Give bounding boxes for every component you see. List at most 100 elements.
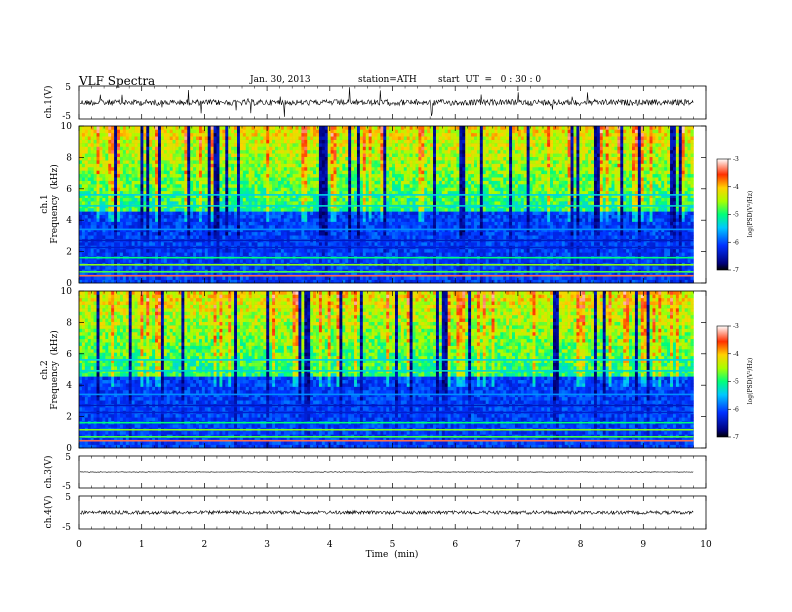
- spectrogram-cell: [184, 194, 188, 198]
- spectrogram-cell: [307, 248, 311, 253]
- spectrogram-cell: [163, 197, 168, 202]
- spectrogram-cell: [172, 160, 176, 164]
- spectrogram-cell: [269, 194, 273, 198]
- spectrogram-cell: [368, 252, 372, 256]
- spectrogram-cell: [166, 248, 171, 253]
- spectrogram-cell: [307, 259, 311, 263]
- spectrogram-cell: [114, 231, 118, 236]
- spectrogram-cell: [316, 173, 320, 178]
- spectrogram-cell: [166, 166, 171, 171]
- spectrogram-cell: [359, 207, 364, 212]
- spectrogram-cell: [105, 272, 109, 277]
- spectrogram-cell: [248, 126, 252, 130]
- spectrogram-cell: [196, 153, 200, 158]
- spectrogram-cell: [280, 153, 285, 158]
- spectrogram-cell: [187, 218, 191, 222]
- spectrogram-cell: [210, 160, 214, 164]
- spectrogram-cell: [219, 177, 223, 181]
- spectrogram-cell: [178, 218, 182, 222]
- spectrogram-cell: [348, 184, 352, 188]
- spectrogram-cell: [327, 214, 331, 219]
- spectrogram-cell: [178, 242, 182, 246]
- spectrogram-cell: [207, 170, 211, 175]
- spectrogram-cell: [289, 218, 293, 222]
- spectrogram-cell: [280, 252, 285, 256]
- spectrogram-cell: [307, 276, 311, 280]
- spectrogram-cell: [158, 197, 162, 202]
- spectrogram-cell: [137, 235, 141, 239]
- spectrogram-cell: [380, 194, 384, 198]
- spectrogram-cell: [125, 276, 130, 280]
- spectrogram-cell: [228, 163, 232, 168]
- spectrogram-cell: [149, 248, 153, 253]
- spectrogram-cell: [96, 211, 100, 216]
- spectrogram-cell: [137, 153, 141, 158]
- spectrogram-cell: [181, 221, 185, 226]
- spectrogram-cell: [137, 184, 141, 188]
- spectrogram-cell: [269, 139, 273, 144]
- spectrogram-cell: [231, 242, 235, 246]
- spectrogram-cell: [181, 201, 185, 205]
- spectrogram-cell: [295, 177, 299, 181]
- spectrogram-cell: [207, 136, 211, 140]
- spectrogram-cell: [119, 207, 124, 212]
- spectrogram-cell: [143, 177, 147, 181]
- spectrogram-cell: [377, 242, 381, 246]
- spectrogram-cell: [231, 173, 235, 178]
- spectrogram-cell: [354, 132, 358, 137]
- spectrogram-cell: [356, 163, 361, 168]
- spectrogram-cell: [105, 136, 109, 140]
- spectrogram-cell: [359, 136, 364, 140]
- spectrogram-cell: [108, 149, 112, 154]
- spectrogram-cell: [266, 146, 270, 151]
- spectrogram-cell: [351, 153, 355, 158]
- spectrogram-cell: [187, 214, 191, 219]
- spectrogram-cell: [146, 173, 150, 178]
- spectrogram-cell: [216, 248, 220, 253]
- spectrogram-cell: [283, 201, 288, 205]
- spectrogram-cell: [263, 276, 267, 280]
- spectrogram-cell: [345, 177, 349, 181]
- spectrogram-cell: [307, 242, 311, 246]
- spectrogram-cell: [228, 211, 232, 216]
- spectrogram-cell: [254, 197, 258, 202]
- spectrogram-cell: [131, 156, 135, 161]
- spectrogram-cell: [348, 163, 352, 168]
- spectrogram-cell: [201, 143, 206, 147]
- spectrogram-cell: [365, 201, 369, 205]
- spectrogram-cell: [342, 235, 346, 239]
- spectrogram-cell: [277, 228, 282, 233]
- spectrogram-cell: [324, 146, 329, 151]
- spectrogram-cell: [351, 221, 355, 226]
- spectrogram-cell: [336, 187, 340, 192]
- spectrogram-cell: [292, 139, 296, 144]
- spectrogram-cell: [207, 187, 211, 192]
- spectrogram-cell: [374, 136, 378, 140]
- spectrogram-cell: [295, 190, 299, 195]
- spectrogram-cell: [292, 259, 296, 263]
- spectrogram-cell: [81, 242, 86, 246]
- spectrogram-cell: [225, 265, 229, 270]
- spectrogram-cell: [254, 143, 258, 147]
- spectrogram-cell: [114, 221, 118, 226]
- spectrogram-cell: [356, 166, 361, 171]
- spectrogram-cell: [239, 156, 244, 161]
- spectrogram-cell: [128, 279, 132, 284]
- spectrogram-cell: [137, 228, 141, 233]
- spectrogram-cell: [87, 177, 92, 181]
- spectrogram-cell: [79, 177, 83, 181]
- spectrogram-cell: [307, 279, 311, 284]
- spectrogram-cell: [181, 252, 185, 256]
- spectrogram-cell: [201, 252, 206, 256]
- spectrogram-cell: [87, 132, 92, 137]
- spectrogram-cell: [146, 228, 150, 233]
- spectrogram-cell: [272, 160, 276, 164]
- spectrogram-cell: [245, 231, 250, 236]
- spectrogram-cell: [184, 129, 188, 134]
- spectrogram-cell: [351, 231, 355, 236]
- spectrogram-cell: [286, 265, 290, 270]
- spectrogram-cell: [286, 194, 290, 198]
- spectrogram-cell: [152, 173, 156, 178]
- spectrogram-cell: [96, 173, 100, 178]
- spectrogram-cell: [239, 139, 244, 144]
